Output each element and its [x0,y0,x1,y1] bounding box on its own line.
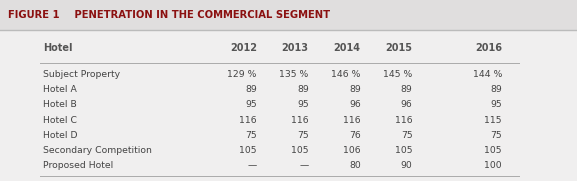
Text: 75: 75 [297,131,309,140]
Text: 135 %: 135 % [279,70,309,79]
Text: 2015: 2015 [385,43,413,53]
Text: 96: 96 [401,100,413,110]
Text: —: — [299,161,309,170]
Text: Hotel D: Hotel D [43,131,78,140]
Text: 2013: 2013 [282,43,309,53]
Text: 95: 95 [245,100,257,110]
Text: 105: 105 [485,146,502,155]
Text: Secondary Competition: Secondary Competition [43,146,152,155]
Text: 89: 89 [349,85,361,94]
Text: 116: 116 [343,115,361,125]
Text: 144 %: 144 % [473,70,502,79]
Text: Hotel A: Hotel A [43,85,77,94]
Text: 146 %: 146 % [331,70,361,79]
Text: 116: 116 [291,115,309,125]
Text: 95: 95 [297,100,309,110]
Text: Proposed Hotel: Proposed Hotel [43,161,114,170]
Text: 100: 100 [484,161,502,170]
Text: 95: 95 [490,100,502,110]
Bar [0,0,577,30]
Text: 75: 75 [245,131,257,140]
Text: 89: 89 [297,85,309,94]
Text: 96: 96 [349,100,361,110]
Text: 89: 89 [401,85,413,94]
Text: Hotel C: Hotel C [43,115,77,125]
Text: 129 %: 129 % [227,70,257,79]
Text: 105: 105 [395,146,413,155]
Text: PENETRATION IN THE COMMERCIAL SEGMENT: PENETRATION IN THE COMMERCIAL SEGMENT [57,10,329,20]
Text: Hotel B: Hotel B [43,100,77,110]
Text: 75: 75 [401,131,413,140]
Text: 76: 76 [349,131,361,140]
Text: 105: 105 [291,146,309,155]
Text: 2012: 2012 [230,43,257,53]
Text: 75: 75 [490,131,502,140]
Text: 89: 89 [245,85,257,94]
Text: 89: 89 [490,85,502,94]
Text: 145 %: 145 % [383,70,413,79]
Text: 2016: 2016 [475,43,502,53]
Text: 90: 90 [401,161,413,170]
Text: 105: 105 [239,146,257,155]
Text: 80: 80 [349,161,361,170]
Text: 116: 116 [239,115,257,125]
Text: 116: 116 [395,115,413,125]
Text: FIGURE 1: FIGURE 1 [8,10,59,20]
Text: —: — [248,161,257,170]
Text: 106: 106 [343,146,361,155]
Text: Hotel: Hotel [43,43,73,53]
Text: 115: 115 [485,115,502,125]
Text: Subject Property: Subject Property [43,70,121,79]
Text: 2014: 2014 [334,43,361,53]
